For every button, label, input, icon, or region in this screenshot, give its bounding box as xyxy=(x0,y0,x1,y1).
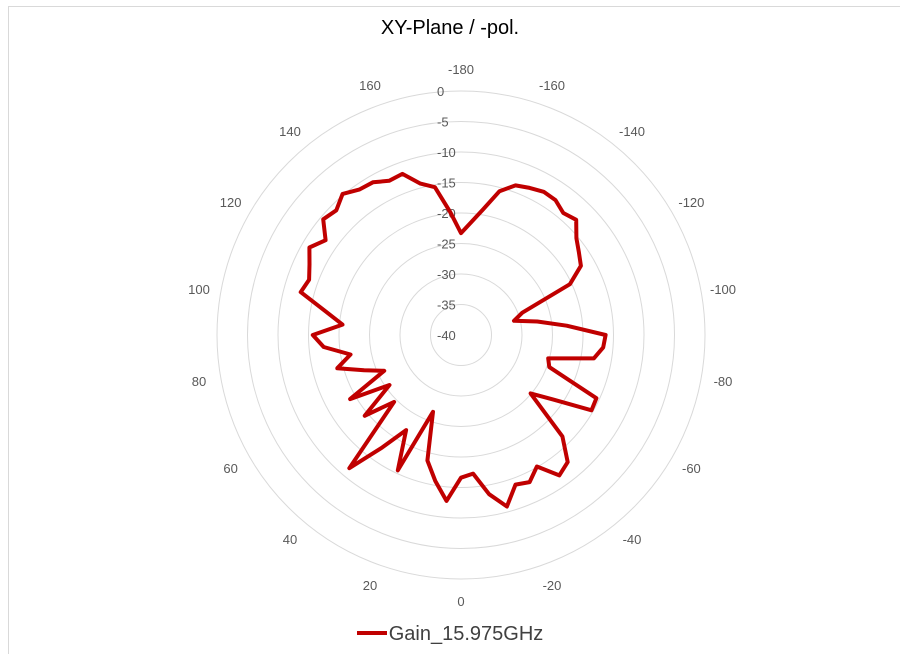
grid-ring xyxy=(339,213,583,457)
angular-tick-label: -180 xyxy=(448,62,474,77)
angular-tick-label: 160 xyxy=(359,78,381,93)
grid-ring xyxy=(217,91,705,579)
angular-tick-label: 140 xyxy=(279,124,301,139)
grid-ring xyxy=(278,152,644,518)
angular-tick-label: 20 xyxy=(363,578,377,593)
angular-axis: 0 20 40 60 80 100 120 140 160 -180 -160 -140 -120 -10… xyxy=(188,62,736,609)
legend-label: Gain_15.975GHz xyxy=(389,623,544,645)
angular-tick-label: -80 xyxy=(714,374,733,389)
angular-tick-label: -140 xyxy=(619,124,645,139)
angular-tick-label: -160 xyxy=(539,78,565,93)
angular-tick-label: 80 xyxy=(192,374,206,389)
radial-tick-label: -5 xyxy=(437,115,449,130)
angular-tick-label: 40 xyxy=(283,532,297,547)
angular-tick-label: 0 xyxy=(457,594,464,609)
angular-tick-label: -60 xyxy=(682,461,701,476)
legend: Gain_15.975GHz xyxy=(0,623,900,646)
angular-tick-label: -40 xyxy=(623,532,642,547)
grid-ring xyxy=(370,244,553,427)
angular-tick-label: -20 xyxy=(543,578,562,593)
angular-tick-label: -120 xyxy=(678,195,704,210)
angular-tick-label: 60 xyxy=(223,461,237,476)
radial-tick-label: -15 xyxy=(437,176,456,191)
radial-tick-label: -10 xyxy=(437,145,456,160)
angular-tick-label: 120 xyxy=(220,195,242,210)
polar-grid xyxy=(217,91,705,579)
radial-tick-label: 0 xyxy=(437,84,444,99)
radial-tick-label: -35 xyxy=(437,298,456,313)
angular-tick-label: -100 xyxy=(710,282,736,297)
radial-tick-label: -30 xyxy=(437,267,456,282)
radial-tick-label: -40 xyxy=(437,328,456,343)
angular-tick-label: 100 xyxy=(188,282,210,297)
grid-ring xyxy=(400,274,522,396)
grid-ring xyxy=(309,183,614,488)
radial-tick-label: -25 xyxy=(437,237,456,252)
legend-swatch xyxy=(357,631,387,635)
